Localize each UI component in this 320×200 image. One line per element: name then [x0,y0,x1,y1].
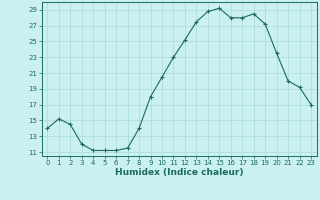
X-axis label: Humidex (Indice chaleur): Humidex (Indice chaleur) [115,168,244,177]
